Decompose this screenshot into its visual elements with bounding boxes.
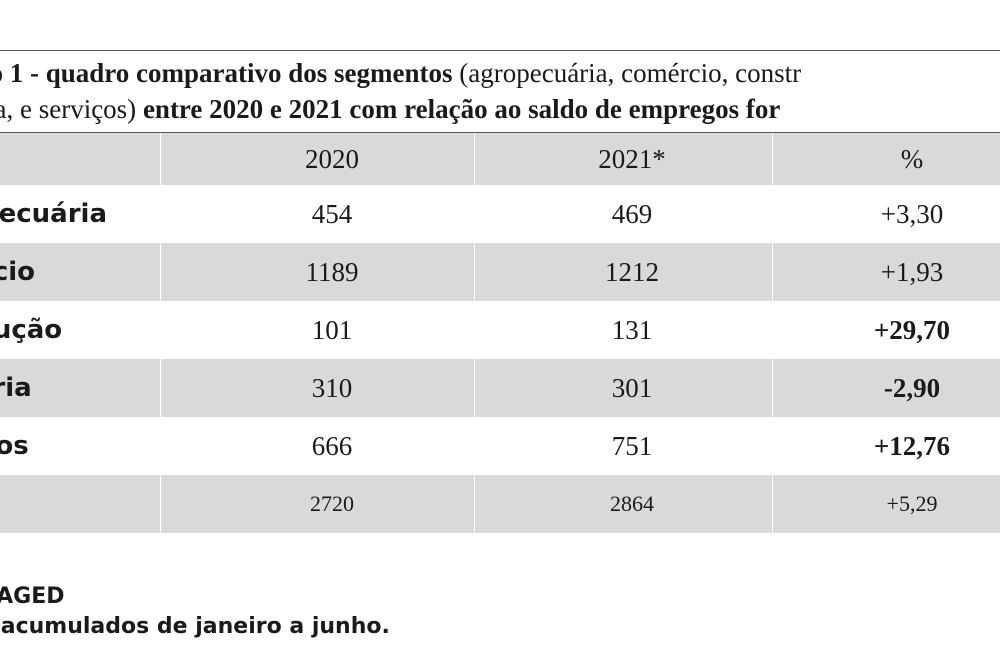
period-note: s acumulados de janeiro a junho. [0, 614, 390, 639]
column-divider [474, 359, 475, 417]
row-value-2021: 1212 [605, 256, 659, 287]
row-segment-label: pecuária [0, 199, 107, 229]
header-cell-segment [0, 133, 182, 185]
row-value-percent: +1,93 [880, 256, 944, 287]
caption-line-1: ro 1 - quadro comparativo dos segmentos … [0, 55, 1000, 91]
row-value-2021: 751 [611, 430, 653, 461]
table-row: cos 666 751 +12,76 [0, 417, 1000, 475]
row-value-2020: 454 [311, 198, 353, 229]
column-divider [474, 243, 475, 301]
column-divider [160, 359, 161, 417]
column-divider [772, 359, 773, 417]
column-divider [772, 243, 773, 301]
table-header-row: 2020 2021* % [0, 133, 1000, 185]
total-value-2020: 2720 [310, 491, 354, 516]
row-value-2020: 101 [311, 314, 353, 345]
column-divider [772, 133, 773, 185]
table-row: tria 310 301 -2,90 [0, 359, 1000, 417]
total-value-percent: +5,29 [886, 491, 938, 516]
row-value-percent: -2,90 [883, 372, 941, 403]
row-value-percent: +29,70 [873, 314, 951, 345]
caption-line-2: ria, e serviços) entre 2020 e 2021 com r… [0, 91, 1000, 127]
header-cell-2020: 2020 [305, 143, 359, 174]
total-value-2021: 2864 [610, 491, 654, 516]
row-value-2021: 131 [611, 314, 653, 345]
caption-subtitle-bold: entre 2020 e 2021 com relação ao saldo d… [136, 94, 781, 124]
row-value-2021: 301 [611, 372, 653, 403]
row-value-2020: 1189 [305, 256, 359, 287]
table-caption: ro 1 - quadro comparativo dos segmentos … [0, 50, 1000, 127]
total-label [0, 475, 182, 533]
row-segment-label: rcio [0, 257, 36, 287]
row-value-percent: +3,30 [880, 198, 944, 229]
row-value-percent: +12,76 [873, 430, 951, 461]
table-row: pecuária 454 469 +3,30 [0, 185, 1000, 243]
header-cell-percent: % [900, 143, 924, 174]
column-divider [160, 475, 161, 533]
column-divider [474, 475, 475, 533]
column-divider [772, 475, 773, 533]
column-divider [474, 133, 475, 185]
caption-segments-list: (agropecuária, comércio, constr [452, 58, 802, 88]
row-segment-label: cos [0, 431, 29, 461]
table-row: rcio 1189 1212 +1,93 [0, 243, 1000, 301]
column-divider [160, 243, 161, 301]
row-value-2021: 469 [611, 198, 653, 229]
caption-segments-list-end: ria, e serviços) [0, 94, 137, 124]
row-segment-label: tria [0, 373, 32, 403]
table-total-row: 2720 2864 +5,29 [0, 475, 1000, 533]
row-value-2020: 666 [311, 430, 353, 461]
comparison-table: 2020 2021* % pecuária 454 469 +3,30 rcio… [0, 132, 1000, 533]
source-note: CAGED [0, 584, 65, 609]
table-row: rução 101 131 +29,70 [0, 301, 1000, 359]
table-footer: CAGED s acumulados de janeiro a junho. [0, 582, 390, 642]
column-divider [160, 133, 161, 185]
row-value-2020: 310 [311, 372, 353, 403]
row-segment-label: rução [0, 315, 63, 345]
header-cell-2021: 2021* [598, 143, 666, 174]
caption-title-bold: ro 1 - quadro comparativo dos segmentos [0, 58, 453, 88]
